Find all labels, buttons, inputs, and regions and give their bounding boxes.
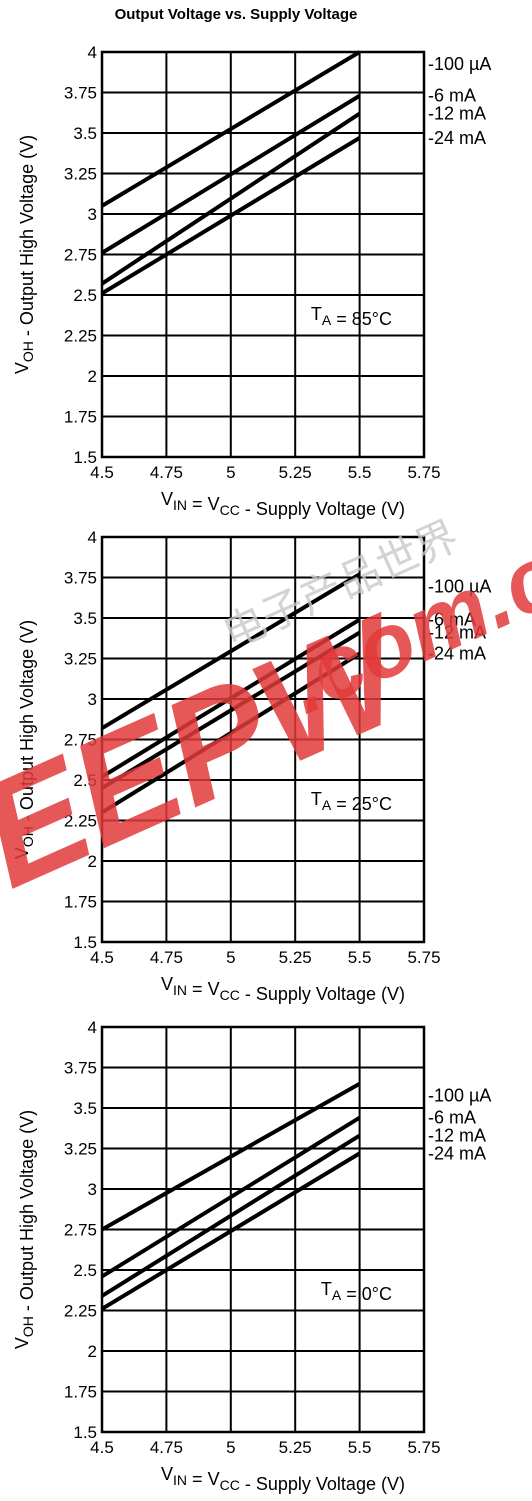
series-label: -12 mA [428,1126,486,1146]
y-tick-label: 3.75 [64,569,97,588]
temperature-label: TA = 85°C [311,304,392,329]
x-tick-label: 4.75 [150,1438,183,1457]
y-tick-label: 3 [88,690,97,709]
temperature-label: TA = 0°C [321,1279,392,1304]
y-tick-label: 2 [88,367,97,386]
series-line [100,94,361,255]
series-line [100,617,361,779]
y-tick-label: 2.5 [73,771,97,790]
y-tick-label: 1.5 [73,933,97,952]
y-tick-label: 4 [88,528,97,547]
plot-frame [100,535,426,944]
series-label: -6 mA [428,610,476,630]
y-tick-label: 1.5 [73,1423,97,1442]
x-tick-label: 4.5 [90,463,114,482]
y-tick-label: 2 [88,1342,97,1361]
y-tick-label: 3 [88,1180,97,1199]
x-tick-label: 5 [226,948,235,967]
y-axis-label: VOH - Output High Voltage (V) [12,135,37,374]
x-tick-label: 5.75 [407,1438,440,1457]
y-tick-label: 4 [88,43,97,62]
y-tick-label: 3.75 [64,84,97,103]
y-tick-label: 2.25 [64,1302,97,1321]
y-tick-label: 3.25 [64,650,97,669]
y-tick-label: 2.5 [73,286,97,305]
y-tick-label: 4 [88,1018,97,1037]
y-tick-label: 1.75 [64,893,97,912]
y-tick-label: 2.75 [64,246,97,265]
chart-panel-3: 4 3.75 3.5 3.25 3 2.75 2.5 2.25 2 1.75 1.54.5 4.75 5… [12,1018,491,1494]
series-label: -6 mA [428,86,476,106]
plot-frame [100,50,426,459]
series-label: -12 mA [428,104,486,124]
x-tick-label: 5.75 [407,948,440,967]
series-label: -100 µA [428,576,491,596]
series-label: -100 µA [428,54,491,74]
x-tick-label: 5.25 [279,948,312,967]
y-axis-label: VOH - Output High Voltage (V) [12,620,37,859]
y-tick-label: 2.5 [73,1261,97,1280]
x-tick-label: 4.5 [90,1438,114,1457]
series-line [101,1081,361,1232]
x-tick-label: 5 [226,1438,235,1457]
x-tick-label: 5 [226,463,235,482]
series-line [100,651,361,815]
y-tick-label: 3.5 [73,1099,97,1118]
series-line [100,1116,361,1279]
x-tick-label: 4.75 [150,948,183,967]
series-line [100,1151,361,1311]
y-tick-label: 1.75 [64,408,97,427]
x-tick-label: 5.5 [348,463,372,482]
chart-panel-2: 4 3.75 3.5 3.25 3 2.75 2.5 2.25 2 1.75 1.54.5 4.75 5… [12,528,491,1004]
series-label: -24 mA [428,644,486,664]
y-tick-label: 3.5 [73,609,97,628]
y-tick-label: 2.25 [64,327,97,346]
chart-panel-1: 4 3.75 3.5 3.25 3 2.75 2.5 2.25 2 1.75 1.54.5 4.75 5… [12,43,491,519]
x-tick-label: 4.75 [150,463,183,482]
series-label: -6 mA [428,1108,476,1128]
series-line [100,1133,361,1298]
y-axis-label: VOH - Output High Voltage (V) [12,1110,37,1349]
x-tick-label: 5.5 [348,1438,372,1457]
series-label: -12 mA [428,623,486,643]
y-tick-label: 2.75 [64,731,97,750]
x-tick-label: 5.75 [407,463,440,482]
series-line [100,630,361,790]
y-tick-label: 3.75 [64,1059,97,1078]
x-axis-label: VIN = VCC - Supply Voltage (V) [161,489,405,519]
y-tick-label: 3.25 [64,1140,97,1159]
y-tick-label: 2 [88,852,97,871]
y-tick-label: 1.5 [73,448,97,467]
y-tick-label: 1.75 [64,1383,97,1402]
series-label: -100 µA [428,1086,491,1106]
x-tick-label: 5.5 [348,948,372,967]
y-tick-label: 3.5 [73,124,97,143]
y-tick-label: 3.25 [64,165,97,184]
y-tick-label: 3 [88,205,97,224]
temperature-label: TA = 25°C [311,789,392,814]
x-tick-label: 5.25 [279,463,312,482]
series-line [100,111,361,286]
series-line [100,136,361,296]
x-tick-label: 4.5 [90,948,114,967]
series-line [100,572,361,730]
x-tick-label: 5.25 [279,1438,312,1457]
series-label: -24 mA [428,128,486,148]
y-tick-label: 2.25 [64,812,97,831]
x-axis-label: VIN = VCC - Supply Voltage (V) [161,1464,405,1494]
page-title: Output Voltage vs. Supply Voltage [114,6,358,23]
x-axis-label: VIN = VCC - Supply Voltage (V) [161,974,405,1004]
y-tick-label: 2.75 [64,1221,97,1240]
series-label: -24 mA [428,1143,486,1163]
series-line [100,50,361,208]
